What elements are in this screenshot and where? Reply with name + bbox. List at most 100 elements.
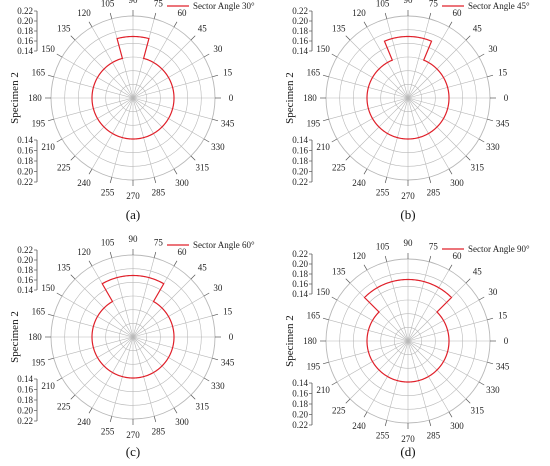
angle-tick (345, 398, 351, 404)
grid-spoke (407, 18, 430, 99)
specimen-label: Specimen 2 (284, 72, 296, 124)
angle-tick (47, 118, 54, 122)
angle-tick (190, 394, 196, 400)
angle-tick (448, 21, 453, 28)
angle-tick (153, 251, 157, 258)
angle-tick-label: 135 (57, 24, 71, 34)
radial-tick-label: 0.14 (292, 289, 308, 299)
angle-tick (203, 292, 210, 297)
radial-tick-label: 0.20 (292, 259, 308, 269)
angle-tick-label: 300 (450, 178, 464, 188)
grid-spoke (386, 18, 409, 99)
radial-tick-label: 0.16 (17, 275, 33, 285)
angle-tick-label: 300 (175, 178, 189, 188)
specimen-label: Specimen 2 (284, 315, 296, 367)
angle-tick-label: 240 (77, 178, 91, 188)
legend-label: Sector Angle 90° (468, 244, 530, 254)
angle-tick (478, 53, 485, 58)
angle-tick (70, 274, 76, 280)
angle-tick (153, 177, 157, 184)
angle-tick-label: 0 (229, 93, 234, 103)
angle-tick-label: 255 (101, 188, 115, 198)
radial-tick-label: 0.22 (292, 6, 308, 16)
angle-tick-label: 345 (221, 357, 235, 367)
angle-tick (448, 264, 453, 271)
radial-tick-label: 0.18 (17, 26, 33, 36)
radial-tick-label: 0.14 (17, 374, 33, 384)
angle-tick (47, 74, 54, 78)
radial-tick-label: 0.18 (292, 26, 308, 36)
angle-tick (173, 168, 178, 175)
radial-tick-label: 0.18 (17, 156, 33, 166)
angle-tick (70, 394, 76, 400)
panel-label: (b) (400, 207, 415, 222)
angle-tick (428, 255, 432, 262)
angle-tick-label: 120 (77, 247, 91, 257)
angle-tick (448, 168, 453, 175)
angle-tick-label: 300 (175, 417, 189, 427)
radial-tick-label: 0.14 (292, 135, 308, 145)
angle-tick-label: 240 (352, 421, 366, 431)
specimen-label: Specimen 2 (9, 311, 21, 363)
angle-tick-label: 60 (453, 8, 463, 18)
angle-tick-label: 180 (28, 332, 42, 342)
radial-tick-label: 0.22 (292, 177, 308, 187)
angle-tick-label: 195 (307, 118, 321, 128)
angle-tick-label: 210 (41, 381, 55, 391)
angle-tick (203, 377, 210, 382)
angle-tick-label: 15 (498, 68, 508, 78)
legend-label: Sector Angle 60° (193, 240, 255, 250)
angle-tick (212, 357, 219, 361)
angle-tick (153, 416, 157, 423)
angle-tick (190, 155, 196, 161)
angle-tick (487, 361, 494, 365)
angle-tick (173, 407, 178, 414)
angle-tick (345, 35, 351, 41)
angle-tick (487, 317, 494, 321)
angle-tick-label: 150 (41, 283, 55, 293)
radial-tick-label: 0.16 (17, 36, 33, 46)
panel-label: (a) (126, 207, 140, 222)
angle-tick-label: 210 (41, 142, 55, 152)
angle-tick-label: 225 (332, 405, 346, 415)
angle-tick-label: 315 (471, 162, 485, 172)
angle-tick (478, 381, 485, 386)
radial-tick-label: 0.20 (17, 406, 33, 416)
angle-tick-label: 315 (196, 162, 210, 172)
grid-spoke (386, 261, 409, 342)
angle-tick-label: 240 (352, 178, 366, 188)
angle-tick-label: 225 (57, 162, 71, 172)
radial-tick-label: 0.14 (17, 285, 33, 295)
angle-tick-label: 75 (429, 0, 439, 8)
panel-label: (c) (126, 444, 140, 459)
radial-tick-label: 0.18 (292, 399, 308, 409)
angle-tick (70, 35, 76, 41)
angle-tick (56, 138, 63, 143)
angle-tick-label: 150 (316, 287, 330, 297)
radial-tick-label: 0.20 (17, 255, 33, 265)
angle-tick-label: 105 (101, 237, 115, 247)
grid-spoke (407, 269, 450, 342)
data-series-line (366, 35, 450, 140)
angle-tick-label: 345 (496, 118, 510, 128)
radial-tick-label: 0.20 (292, 16, 308, 26)
angle-tick-label: 195 (32, 357, 46, 367)
angle-tick-label: 195 (307, 361, 321, 371)
angle-tick-label: 330 (211, 381, 225, 391)
angle-tick-label: 45 (473, 267, 483, 277)
angle-tick-label: 330 (211, 142, 225, 152)
data-series-line (91, 35, 175, 140)
radial-tick-label: 0.20 (292, 167, 308, 177)
angle-tick (448, 411, 453, 418)
angle-tick (203, 53, 210, 58)
angle-tick (428, 177, 432, 184)
angle-tick-label: 120 (352, 251, 366, 261)
angle-tick-label: 75 (154, 0, 164, 8)
radial-tick-label: 0.16 (292, 389, 308, 399)
radial-tick-label: 0.18 (292, 269, 308, 279)
grid-spoke (132, 257, 155, 338)
angle-tick-label: 45 (473, 24, 483, 34)
radial-tick-label: 0.14 (292, 46, 308, 56)
angle-tick-label: 0 (504, 93, 509, 103)
